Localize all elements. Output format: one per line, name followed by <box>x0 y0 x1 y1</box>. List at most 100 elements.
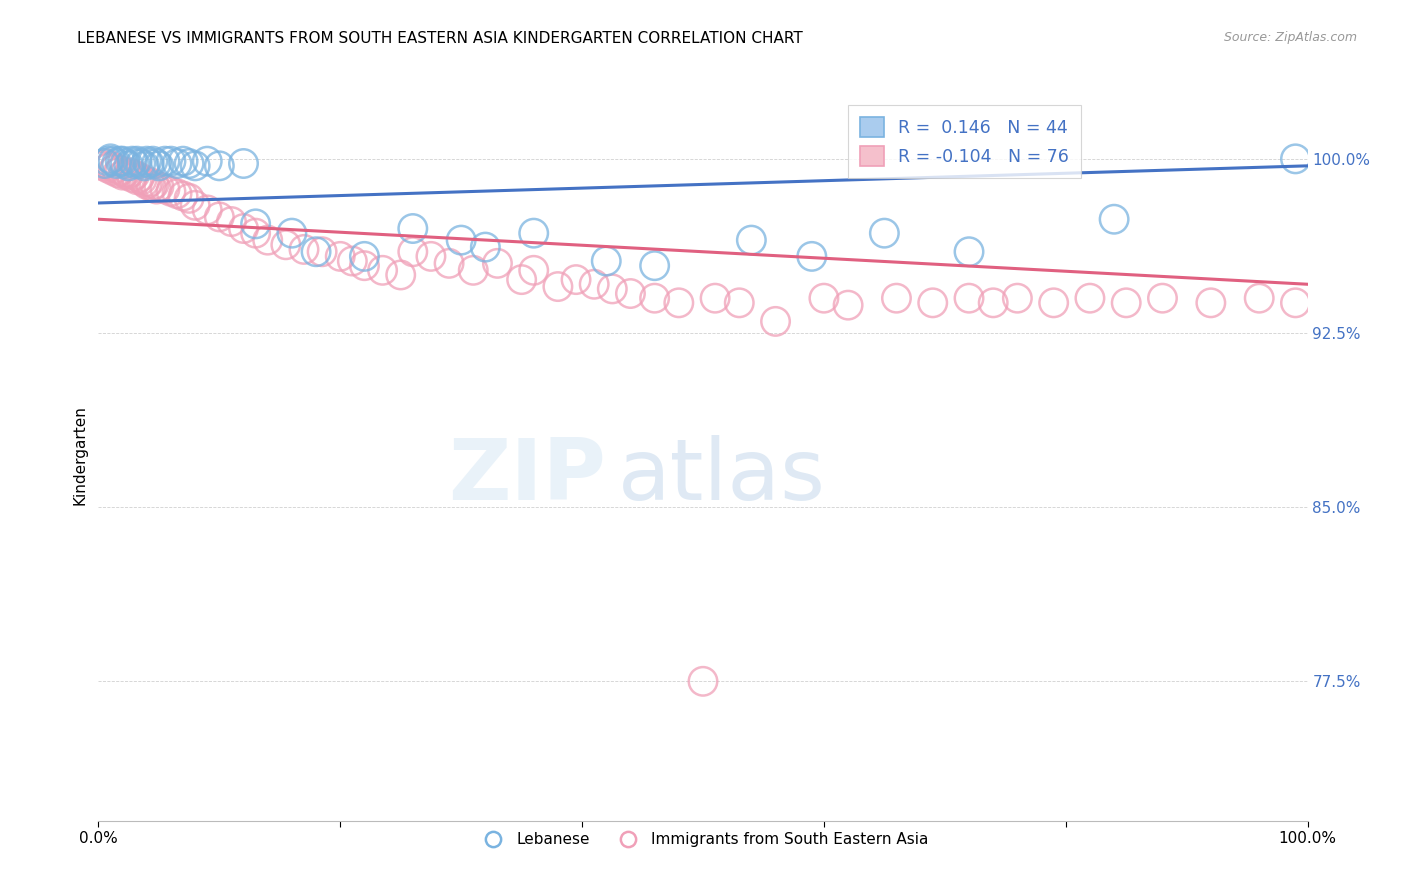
Point <box>389 268 412 282</box>
Point <box>153 182 176 196</box>
Point <box>256 233 278 247</box>
Point <box>145 182 167 196</box>
Point <box>184 198 207 212</box>
Point <box>1007 291 1029 305</box>
Point <box>166 156 188 170</box>
Point <box>644 259 666 273</box>
Point <box>292 243 315 257</box>
Point <box>619 286 641 301</box>
Point <box>195 202 218 217</box>
Point <box>208 159 231 173</box>
Text: Source: ZipAtlas.com: Source: ZipAtlas.com <box>1223 31 1357 45</box>
Point <box>108 163 131 178</box>
Point <box>981 295 1004 310</box>
Point <box>148 159 170 173</box>
Point <box>221 214 243 228</box>
Point <box>463 263 485 277</box>
Point <box>94 156 117 170</box>
Point <box>274 237 297 252</box>
Point <box>160 185 183 199</box>
Point <box>245 217 267 231</box>
Point <box>353 259 375 273</box>
Point <box>1078 291 1101 305</box>
Point <box>668 295 690 310</box>
Point <box>692 674 714 689</box>
Point <box>166 186 188 201</box>
Point <box>100 152 122 166</box>
Point <box>1115 295 1137 310</box>
Point <box>195 154 218 169</box>
Point <box>134 175 156 189</box>
Point <box>957 291 980 305</box>
Point <box>602 282 624 296</box>
Text: LEBANESE VS IMMIGRANTS FROM SOUTH EASTERN ASIA KINDERGARTEN CORRELATION CHART: LEBANESE VS IMMIGRANTS FROM SOUTH EASTER… <box>77 31 803 46</box>
Y-axis label: Kindergarten: Kindergarten <box>72 405 87 505</box>
Point <box>97 161 120 176</box>
Point <box>111 168 134 182</box>
Point <box>232 221 254 235</box>
Point <box>437 256 460 270</box>
Point <box>127 154 149 169</box>
Point <box>148 179 170 194</box>
Point <box>353 249 375 263</box>
Point <box>486 256 509 270</box>
Point <box>523 226 546 240</box>
Point <box>644 291 666 305</box>
Point <box>1102 212 1125 227</box>
Point <box>1042 295 1064 310</box>
Point <box>704 291 727 305</box>
Point <box>565 272 588 286</box>
Point <box>131 173 153 187</box>
Point <box>141 179 163 194</box>
Point <box>121 154 143 169</box>
Point <box>886 291 908 305</box>
Point <box>957 244 980 259</box>
Point <box>114 166 136 180</box>
Point <box>179 156 201 170</box>
Point <box>108 154 131 169</box>
Point <box>311 244 333 259</box>
Point <box>420 249 443 263</box>
Point <box>118 159 141 173</box>
Point <box>100 159 122 173</box>
Point <box>474 240 496 254</box>
Point <box>104 161 127 176</box>
Point <box>184 159 207 173</box>
Point <box>813 291 835 305</box>
Point <box>172 154 194 169</box>
Point <box>595 254 617 268</box>
Point <box>523 263 546 277</box>
Point <box>128 170 150 185</box>
Point <box>1284 152 1306 166</box>
Point <box>728 295 751 310</box>
Point <box>1199 295 1222 310</box>
Point <box>510 272 533 286</box>
Text: ZIP: ZIP <box>449 435 606 518</box>
Point <box>402 221 425 235</box>
Point <box>547 279 569 293</box>
Point <box>135 178 157 192</box>
Point <box>114 156 136 170</box>
Point <box>145 156 167 170</box>
Point <box>402 244 425 259</box>
Point <box>1284 295 1306 310</box>
Point <box>138 156 160 170</box>
Point <box>1249 291 1271 305</box>
Point <box>117 168 139 182</box>
Point <box>245 226 267 240</box>
Point <box>765 314 787 328</box>
Point <box>129 156 152 170</box>
Point <box>124 156 146 170</box>
Point <box>101 163 124 178</box>
Point <box>135 154 157 169</box>
Point <box>143 178 166 192</box>
Point <box>329 249 352 263</box>
Point <box>153 154 176 169</box>
Point <box>232 156 254 170</box>
Point <box>800 249 823 263</box>
Point <box>107 166 129 180</box>
Point <box>93 156 115 170</box>
Point <box>740 233 762 247</box>
Point <box>91 159 114 173</box>
Point <box>134 159 156 173</box>
